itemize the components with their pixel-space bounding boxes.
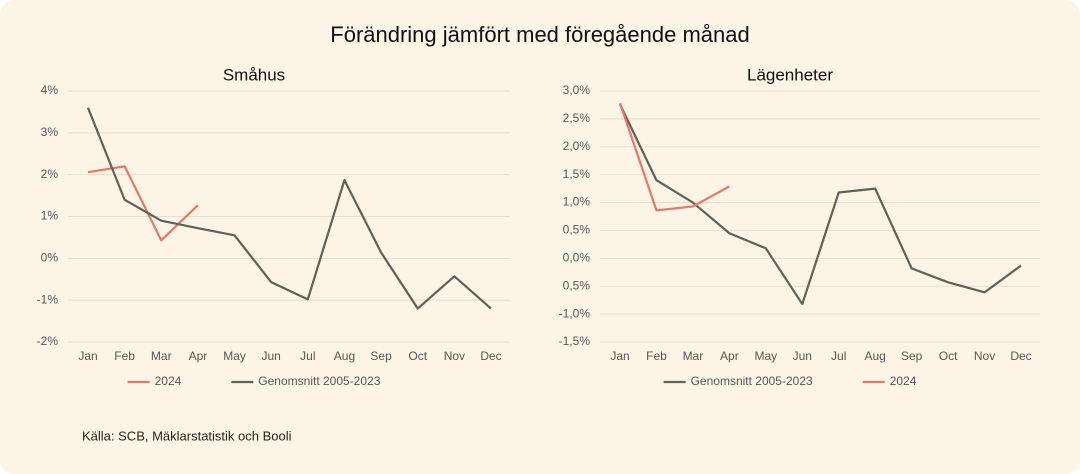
y-tick-label: 3% — [41, 125, 59, 139]
series-line — [86, 107, 492, 310]
subplot-title: Lägenheter — [747, 65, 833, 84]
source-note: Källa: SCB, Mäklarstatistik och Booli — [82, 428, 292, 443]
y-tick-label: -1,0% — [559, 306, 591, 320]
x-tick-label: Sep — [370, 349, 392, 363]
subplot-title: Småhus — [223, 65, 285, 84]
x-tick-label: Apr — [189, 349, 208, 363]
x-tick-label: Apr — [720, 349, 739, 363]
legend-label: 2024 — [155, 374, 182, 388]
series-line — [618, 102, 730, 212]
y-tick-label: 4% — [41, 83, 59, 97]
x-tick-label: Dec — [480, 349, 501, 363]
y-tick-label: 1,5% — [563, 167, 591, 181]
x-tick-label: Jun — [793, 349, 812, 363]
y-tick-label: 0,5% — [563, 278, 591, 292]
x-tick-label: Nov — [974, 349, 995, 363]
x-tick-label: May — [223, 349, 246, 363]
y-tick-label: 2,0% — [563, 139, 591, 153]
x-tick-label: Feb — [646, 349, 667, 363]
y-tick-label: 3,0% — [563, 83, 591, 97]
y-tick-label: -1% — [37, 292, 59, 306]
legend-label: 2024 — [890, 374, 917, 388]
x-tick-label: Oct — [408, 349, 427, 363]
series-line — [87, 165, 199, 242]
x-tick-label: Jul — [831, 349, 846, 363]
y-tick-label: 1% — [41, 209, 59, 223]
x-tick-label: Jun — [262, 349, 281, 363]
x-tick-label: Jan — [78, 349, 97, 363]
x-tick-label: Aug — [865, 349, 886, 363]
x-tick-label: Mar — [683, 349, 704, 363]
series-line — [619, 103, 1022, 306]
y-tick-label: 0,5% — [563, 223, 591, 237]
legend-label: Genomsnitt 2005-2023 — [258, 374, 380, 388]
legend-label: Genomsnitt 2005-2023 — [691, 374, 813, 388]
x-tick-label: Oct — [939, 349, 958, 363]
x-tick-label: Jul — [300, 349, 315, 363]
y-tick-label: -2% — [37, 334, 59, 348]
x-tick-label: Mar — [151, 349, 172, 363]
x-tick-label: Sep — [901, 349, 923, 363]
x-tick-label: Dec — [1010, 349, 1031, 363]
y-tick-label: 2,5% — [563, 111, 591, 125]
x-tick-label: May — [754, 349, 777, 363]
y-tick-label: 0% — [41, 251, 59, 265]
main-title: Förändring jämfört med föregående månad — [330, 22, 749, 47]
y-tick-label: 2% — [41, 167, 59, 181]
x-tick-label: Feb — [114, 349, 135, 363]
y-tick-label: 0,0% — [563, 251, 591, 265]
x-tick-label: Aug — [334, 349, 355, 363]
y-tick-label: -1,5% — [559, 334, 591, 348]
x-tick-label: Nov — [444, 349, 465, 363]
y-tick-label: 1,0% — [563, 195, 591, 209]
x-tick-label: Jan — [610, 349, 629, 363]
